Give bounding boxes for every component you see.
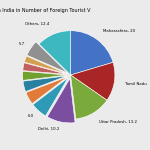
Wedge shape (47, 79, 75, 123)
Text: Tamil Nadu: Tamil Nadu (125, 82, 147, 86)
Wedge shape (33, 78, 68, 116)
Wedge shape (26, 77, 67, 104)
Wedge shape (23, 76, 67, 92)
Text: 6.0: 6.0 (28, 114, 34, 118)
Wedge shape (71, 62, 115, 100)
Wedge shape (24, 56, 67, 74)
Wedge shape (71, 31, 113, 75)
Text: Maharashtra, 20: Maharashtra, 20 (103, 29, 136, 33)
Wedge shape (39, 31, 71, 75)
Text: Others, 12.4: Others, 12.4 (25, 22, 49, 26)
Text: 5.7: 5.7 (19, 42, 25, 46)
Text: Top 10 States/Uts in India in Number of Foreign Tourist V: Top 10 States/Uts in India in Number of … (0, 8, 90, 13)
Wedge shape (71, 75, 107, 119)
Text: Delhi, 10.2: Delhi, 10.2 (38, 127, 59, 131)
Wedge shape (23, 71, 67, 80)
Wedge shape (27, 42, 68, 73)
Text: Uttar Pradesh, 13.2: Uttar Pradesh, 13.2 (99, 120, 137, 124)
Wedge shape (23, 63, 67, 74)
